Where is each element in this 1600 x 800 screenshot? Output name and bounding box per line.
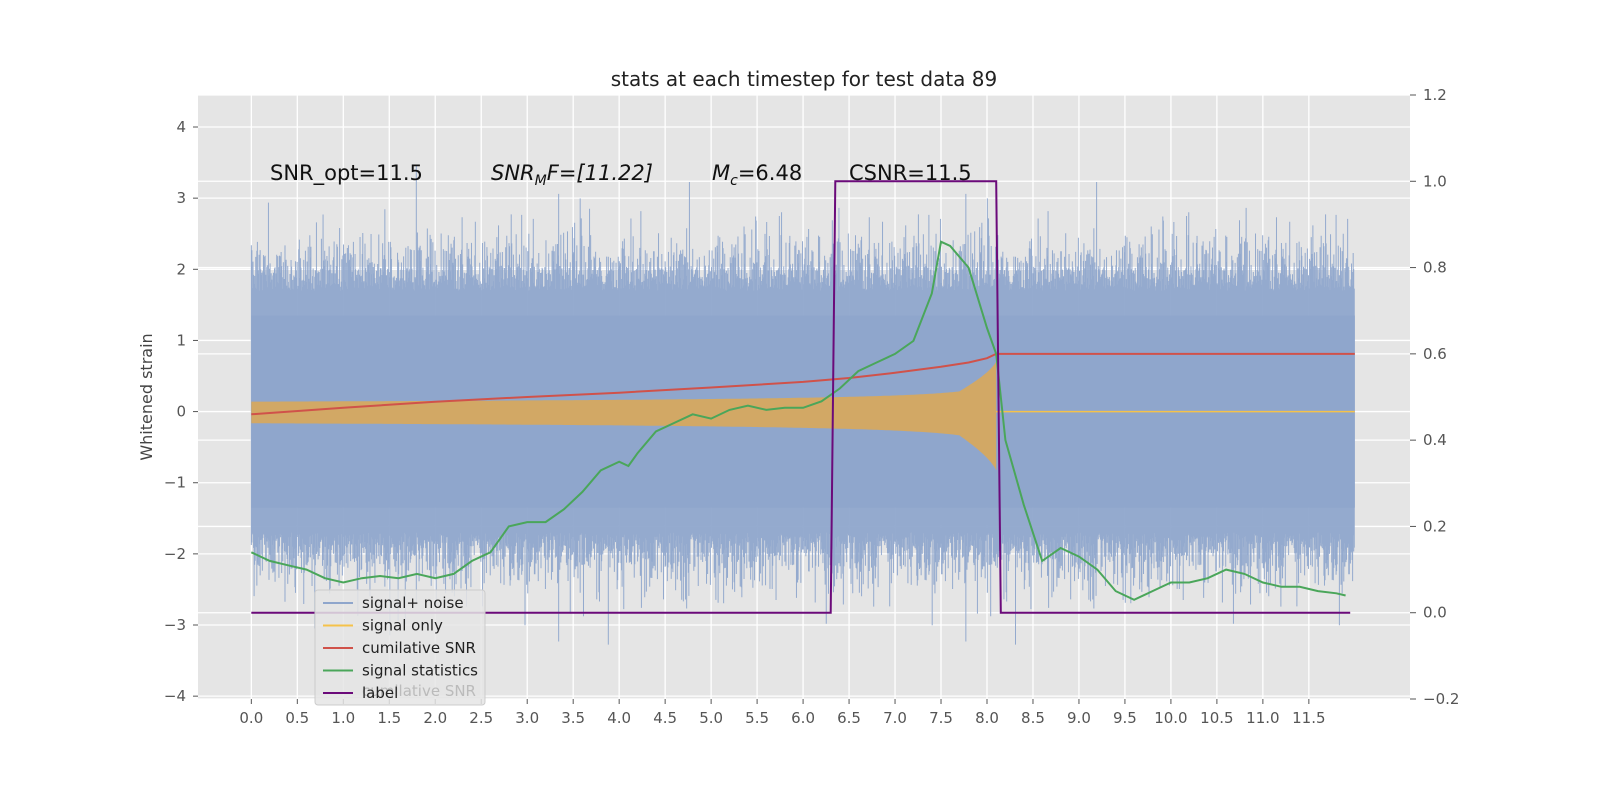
legend-entry-label: signal+ noise [362, 594, 464, 612]
x-tick-label: 1.5 [377, 709, 401, 727]
annotations: SNR_opt=11.5 SNRMF=[11.22] Mc=6.48 CSNR=… [270, 161, 972, 189]
annotation-snr-mf: SNRMF=[11.22] [491, 161, 653, 189]
x-tick-label: 7.5 [929, 709, 953, 727]
x-tick-label: 0.5 [285, 709, 309, 727]
x-tick-label: 11.0 [1246, 709, 1279, 727]
annotation-snr-mf-sub: M [535, 173, 547, 189]
x-tick-label: 6.5 [837, 709, 861, 727]
x-tick-label: 7.0 [883, 709, 907, 727]
label-line [251, 180, 1351, 614]
x-tick-label: 6.0 [791, 709, 815, 727]
x-tick-label: 11.5 [1292, 709, 1325, 727]
axes: 0.0 0.5 1.0 1.5 2.0 2.5 3.0 3.5 4.0 4.5 5.0 5.5 6.0 6… [164, 86, 1460, 727]
x-tick-label: 10.5 [1200, 709, 1233, 727]
chart-title: stats at each timestep for test data 89 [611, 67, 997, 91]
annotation-snr-mf-main: SNR [491, 161, 535, 185]
x-tick-label: 8.5 [1021, 709, 1045, 727]
x-tick-label: 5.0 [699, 709, 723, 727]
x-tick-label: 9.5 [1113, 709, 1137, 727]
y-axis-label: Whitened strain [137, 333, 156, 460]
y-tick-label: 0 [176, 403, 186, 421]
legend-entries: signal+ noise signal only cumilative SNR si… [323, 594, 478, 702]
annotation-mc: Mc=6.48 [712, 161, 802, 189]
x-tick-label: 2.0 [423, 709, 447, 727]
signal-statistics-line [250, 240, 1346, 601]
y2-tick-label: 1.2 [1423, 86, 1447, 104]
y-tick-label: 2 [176, 260, 186, 278]
x-tick-label: 2.5 [469, 709, 493, 727]
x-tick-label: 1.0 [331, 709, 355, 727]
x-tick-label: 10.0 [1154, 709, 1187, 727]
y2-tick-label: 0.6 [1423, 345, 1447, 363]
annotation-snr-mf-rest: F=[11.22] [547, 161, 653, 185]
legend-entry-label: label [362, 684, 398, 702]
x-tick-label: 0.0 [239, 709, 263, 727]
y-tick-label: 1 [176, 331, 186, 349]
cumulative-snr-line [251, 352, 1355, 416]
y-tick-label: −3 [164, 616, 186, 634]
annotation-mc-sub: c [730, 173, 738, 189]
legend-hidden-text: cumilative SNR [362, 682, 476, 700]
y2-tick-label: 0.2 [1423, 517, 1447, 535]
y-tick-label: 4 [176, 118, 186, 136]
y2-tick-label: 1.0 [1423, 172, 1447, 190]
annotation-mc-main: M [712, 161, 730, 185]
y-tick-label: −4 [164, 687, 186, 705]
x-tick-label: 9.0 [1067, 709, 1091, 727]
line-series [250, 180, 1355, 614]
y-tick-label: −1 [164, 474, 186, 492]
y-tick-label: 3 [176, 189, 186, 207]
x-tick-label: 8.0 [975, 709, 999, 727]
x-tick-label: 3.0 [515, 709, 539, 727]
legend-entry-label: signal only [362, 617, 443, 635]
x-tick-label: 3.5 [561, 709, 585, 727]
x-tick-label: 4.0 [607, 709, 631, 727]
signal-only-series [251, 361, 1355, 471]
y2-tick-label: 0.8 [1423, 259, 1447, 277]
y2-tick-label: 0.4 [1423, 431, 1447, 449]
annotation-snr-opt: SNR_opt=11.5 [270, 161, 423, 186]
x-tick-label: 4.5 [653, 709, 677, 727]
y2-tick-label: −0.2 [1423, 690, 1459, 708]
legend-entry-label: signal statistics [362, 662, 478, 680]
legend-box [314, 589, 486, 706]
annotation-mc-rest: =6.48 [738, 161, 802, 185]
y2-tick-label: 0.0 [1423, 604, 1447, 622]
annotation-csnr: CSNR=11.5 [849, 161, 972, 185]
signal-only-envelope [251, 361, 997, 471]
y-tick-label: −2 [164, 545, 186, 563]
x-tick-label: 5.5 [745, 709, 769, 727]
legend-entry-label: cumilative SNR [362, 639, 476, 657]
legend: cumilative SNR signal+ noise signal only c… [314, 589, 486, 706]
